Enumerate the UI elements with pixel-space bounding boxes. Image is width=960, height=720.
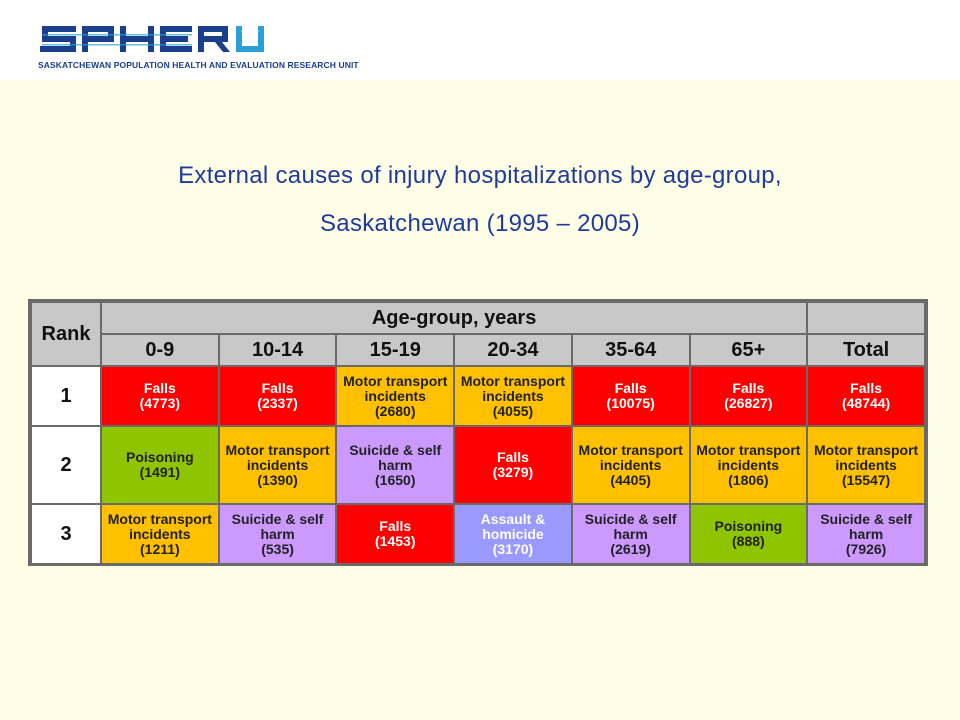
star-icon [241, 24, 259, 42]
cause-count: (1211) [140, 540, 180, 557]
rank-cell: 1 [30, 365, 102, 427]
cause-count: (10075) [606, 395, 655, 411]
cause-count: (48744) [841, 395, 891, 411]
header-bar: SASKATCHEWAN POPULATION HEALTH AND EVALU… [0, 0, 960, 80]
cause-label: Motor transport incidents [696, 441, 801, 473]
slide-title: External causes of injury hospitalizatio… [0, 152, 960, 248]
cause-label: Falls [143, 380, 176, 396]
cause-label: Falls [379, 518, 412, 534]
cause-cell: Poisoning (888) [688, 503, 809, 565]
table-row: 2 Poisoning (1491) Motor transport incident… [30, 425, 926, 505]
column-header: 20-34 [453, 333, 573, 367]
cause-label: Suicide & self harm [584, 510, 677, 542]
rank-cell: 3 [30, 503, 102, 565]
cause-cell: Motor transport incidents (4405) [570, 425, 691, 505]
column-header: 10-14 [217, 333, 338, 367]
cause-count: (3170) [492, 540, 534, 557]
cause-count: (15547) [841, 471, 891, 488]
cause-count: (535) [261, 540, 294, 557]
cause-cell: Falls (2337) [217, 365, 338, 427]
cause-count: (3279) [492, 464, 534, 480]
cause-label: Motor transport incidents [225, 441, 330, 473]
cause-count: (4055) [492, 402, 534, 419]
cause-cell: Motor transport incidents (2680) [335, 365, 456, 427]
injury-table: Rank Age-group, years 0-9 10-14 15-19 20… [28, 299, 928, 566]
cause-count: (1491) [139, 464, 181, 480]
logo-tagline: SASKATCHEWAN POPULATION HEALTH AND EVALU… [38, 60, 359, 70]
cause-cell: Motor transport incidents (1390) [217, 425, 338, 505]
cause-cell: Suicide & self harm (1650) [335, 425, 456, 505]
cause-label: Motor transport incidents [814, 441, 919, 473]
cause-count: (4405) [610, 471, 651, 488]
cause-label: Suicide & self harm [820, 510, 913, 542]
table-row: 1 Falls (4773) Falls (2337) Motor transport i… [30, 365, 926, 427]
cause-label: Motor transport incidents [460, 372, 566, 404]
spheru-logo-mark [40, 24, 264, 52]
column-header: 65+ [688, 333, 809, 367]
spheru-logo: SASKATCHEWAN POPULATION HEALTH AND EVALU… [38, 20, 378, 75]
cause-count: (1453) [375, 533, 416, 549]
cause-label: Falls [614, 380, 647, 396]
cause-count: (1650) [375, 471, 416, 488]
cause-cell: Assault & homicide (3170) [453, 503, 573, 565]
cause-cell: Motor transport incidents (1806) [688, 425, 809, 505]
cause-cell: Falls (3279) [453, 425, 573, 505]
cause-cell: Motor transport incidents (15547) [806, 425, 926, 505]
cause-cell: Suicide & self harm (2619) [570, 503, 691, 565]
cause-count: (26827) [724, 395, 773, 411]
cause-label: Motor transport incidents [578, 441, 683, 473]
title-line-2: Saskatchewan (1995 – 2005) [319, 210, 640, 237]
cause-cell: Falls (26827) [688, 365, 809, 427]
total-header-spacer [806, 301, 926, 335]
cause-cell: Suicide & self harm (535) [217, 503, 338, 565]
cause-cell: Suicide & self harm (7926) [806, 503, 926, 565]
cause-count: (4773) [139, 395, 181, 411]
cause-label: Suicide & self harm [349, 441, 442, 473]
cause-cell: Poisoning (1491) [100, 425, 220, 505]
cause-label: Falls [732, 380, 765, 396]
cause-cell: Falls (1453) [335, 503, 456, 565]
cause-count: (7926) [845, 540, 887, 557]
column-header: 15-19 [335, 333, 456, 367]
cause-label: Falls [497, 449, 529, 465]
cause-label: Poisoning [714, 518, 783, 534]
cause-label: Poisoning [126, 449, 194, 465]
column-header: 0-9 [100, 333, 220, 367]
cause-cell: Motor transport incidents (4055) [453, 365, 573, 427]
cause-count: (888) [732, 533, 765, 549]
column-header: Total [806, 333, 926, 367]
cause-cell: Falls (4773) [100, 365, 220, 427]
cause-label: Assault & homicide [480, 510, 546, 542]
cause-count: (1390) [257, 471, 298, 488]
title-line-1: External causes of injury hospitalizatio… [178, 162, 782, 189]
cause-label: Motor transport incidents [107, 510, 212, 542]
table-row: 3 Motor transport incidents (1211) Suicide … [30, 503, 926, 565]
cause-count: (2619) [610, 540, 651, 557]
cause-cell: Motor transport incidents (1211) [100, 503, 220, 565]
cause-label: Motor transport incidents [343, 372, 448, 404]
cause-count: (2680) [375, 402, 416, 419]
cause-count: (1806) [728, 471, 769, 488]
cause-label: Suicide & self harm [231, 510, 324, 542]
cause-label: Falls [850, 380, 883, 396]
rank-cell: 2 [30, 425, 102, 505]
age-group-header: Age-group, years [99, 301, 809, 335]
rank-header: Rank [30, 301, 102, 367]
cause-cell: Falls (48744) [806, 365, 926, 427]
cause-cell: Falls (10075) [570, 365, 691, 427]
column-header: 35-64 [570, 333, 691, 367]
cause-label: Falls [261, 380, 294, 396]
cause-count: (2337) [257, 395, 298, 411]
